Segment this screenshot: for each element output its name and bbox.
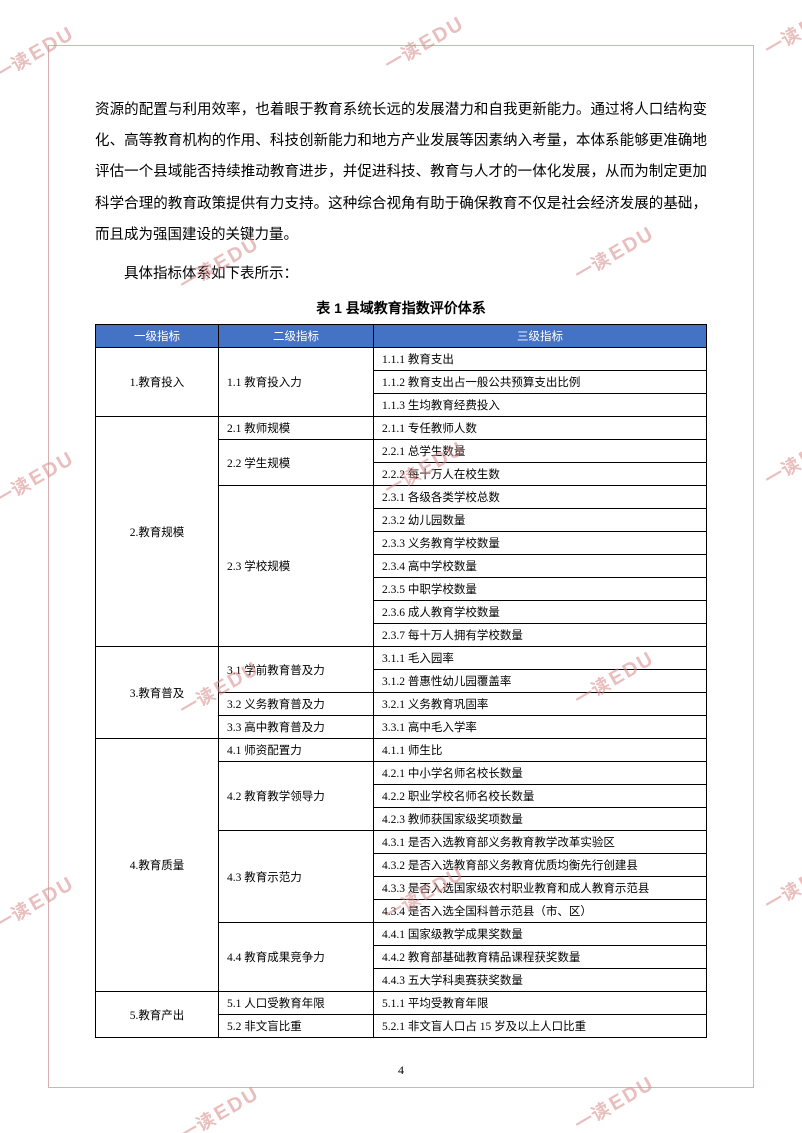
table-row: 5.教育产出5.1 人口受教育年限5.1.1 平均受教育年限 [96, 992, 707, 1015]
cell-level3: 2.2.1 总学生数量 [374, 440, 707, 463]
cell-level3: 2.3.3 义务教育学校数量 [374, 532, 707, 555]
watermark: 一读EDU [0, 20, 79, 87]
cell-level3: 2.3.6 成人教育学校数量 [374, 601, 707, 624]
cell-level2: 3.3 高中教育普及力 [219, 716, 374, 739]
watermark: 一读EDU [759, 850, 802, 917]
cell-level1: 4.教育质量 [96, 739, 219, 992]
cell-level3: 4.2.3 教师获国家级奖项数量 [374, 808, 707, 831]
document-page: 一读EDU 一读EDU 一读EDU 一读EDU 一读EDU 一读EDU 一读ED… [0, 0, 802, 1133]
cell-level1: 5.教育产出 [96, 992, 219, 1038]
cell-level2: 1.1 教育投入力 [219, 348, 374, 417]
watermark: 一读EDU [759, 425, 802, 492]
cell-level3: 2.2.2 每十万人在校生数 [374, 463, 707, 486]
cell-level2: 2.2 学生规模 [219, 440, 374, 486]
table-title: 表 1 县域教育指数评价体系 [95, 298, 707, 318]
cell-level2: 5.1 人口受教育年限 [219, 992, 374, 1015]
cell-level3: 3.1.2 普惠性幼儿园覆盖率 [374, 670, 707, 693]
watermark: 一读EDU [759, 0, 802, 61]
cell-level3: 3.3.1 高中毛入学率 [374, 716, 707, 739]
cell-level3: 2.3.5 中职学校数量 [374, 578, 707, 601]
cell-level1: 1.教育投入 [96, 348, 219, 417]
body-paragraph: 资源的配置与利用效率，也着眼于教育系统长远的发展潜力和自我更新能力。通过将人口结… [95, 95, 707, 251]
cell-level3: 1.1.2 教育支出占一般公共预算支出比例 [374, 371, 707, 394]
cell-level2: 4.3 教育示范力 [219, 831, 374, 923]
cell-level3: 3.1.1 毛入园率 [374, 647, 707, 670]
cell-level2: 4.4 教育成果竞争力 [219, 923, 374, 992]
header-level1: 一级指标 [96, 325, 219, 348]
cell-level3: 1.1.1 教育支出 [374, 348, 707, 371]
cell-level3: 4.4.2 教育部基础教育精品课程获奖数量 [374, 946, 707, 969]
table-row: 1.教育投入1.1 教育投入力1.1.1 教育支出 [96, 348, 707, 371]
watermark: 一读EDU [174, 1080, 263, 1133]
watermark: 一读EDU [0, 870, 79, 937]
cell-level2: 4.1 师资配置力 [219, 739, 374, 762]
watermark: 一读EDU [0, 445, 79, 512]
table-row: 3.教育普及3.1 学前教育普及力3.1.1 毛入园率 [96, 647, 707, 670]
cell-level3: 2.3.4 高中学校数量 [374, 555, 707, 578]
watermark: 一读EDU [379, 10, 468, 77]
cell-level3: 4.2.2 职业学校名师名校长数量 [374, 785, 707, 808]
cell-level3: 4.2.1 中小学名师名校长数量 [374, 762, 707, 785]
table-header-row: 一级指标 二级指标 三级指标 [96, 325, 707, 348]
table-row: 2.教育规模2.1 教师规模2.1.1 专任教师人数 [96, 417, 707, 440]
cell-level3: 4.3.4 是否入选全国科普示范县（市、区） [374, 900, 707, 923]
cell-level3: 4.4.3 五大学科奥赛获奖数量 [374, 969, 707, 992]
cell-level3: 5.2.1 非文盲人口占 15 岁及以上人口比重 [374, 1015, 707, 1038]
cell-level3: 1.1.3 生均教育经费投入 [374, 394, 707, 417]
cell-level3: 4.1.1 师生比 [374, 739, 707, 762]
cell-level3: 2.3.7 每十万人拥有学校数量 [374, 624, 707, 647]
cell-level2: 4.2 教育教学领导力 [219, 762, 374, 831]
cell-level3: 5.1.1 平均受教育年限 [374, 992, 707, 1015]
cell-level1: 2.教育规模 [96, 417, 219, 647]
cell-level2: 2.1 教师规模 [219, 417, 374, 440]
header-level2: 二级指标 [219, 325, 374, 348]
header-level3: 三级指标 [374, 325, 707, 348]
cell-level3: 4.4.1 国家级教学成果奖数量 [374, 923, 707, 946]
cell-level2: 3.1 学前教育普及力 [219, 647, 374, 693]
table-row: 4.教育质量4.1 师资配置力4.1.1 师生比 [96, 739, 707, 762]
cell-level3: 2.1.1 专任教师人数 [374, 417, 707, 440]
cell-level3: 4.3.1 是否入选教育部义务教育教学改革实验区 [374, 831, 707, 854]
body-paragraph: 具体指标体系如下表所示： [95, 259, 707, 290]
cell-level3: 3.2.1 义务教育巩固率 [374, 693, 707, 716]
cell-level3: 4.3.3 是否入选国家级农村职业教育和成人教育示范县 [374, 877, 707, 900]
cell-level2: 2.3 学校规模 [219, 486, 374, 647]
evaluation-table: 一级指标 二级指标 三级指标 1.教育投入1.1 教育投入力1.1.1 教育支出… [95, 324, 707, 1038]
cell-level2: 5.2 非文盲比重 [219, 1015, 374, 1038]
watermark: 一读EDU [569, 1070, 658, 1133]
cell-level3: 2.3.2 幼儿园数量 [374, 509, 707, 532]
cell-level3: 4.3.2 是否入选教育部义务教育优质均衡先行创建县 [374, 854, 707, 877]
cell-level1: 3.教育普及 [96, 647, 219, 739]
page-number: 4 [0, 1063, 802, 1078]
cell-level2: 3.2 义务教育普及力 [219, 693, 374, 716]
cell-level3: 2.3.1 各级各类学校总数 [374, 486, 707, 509]
